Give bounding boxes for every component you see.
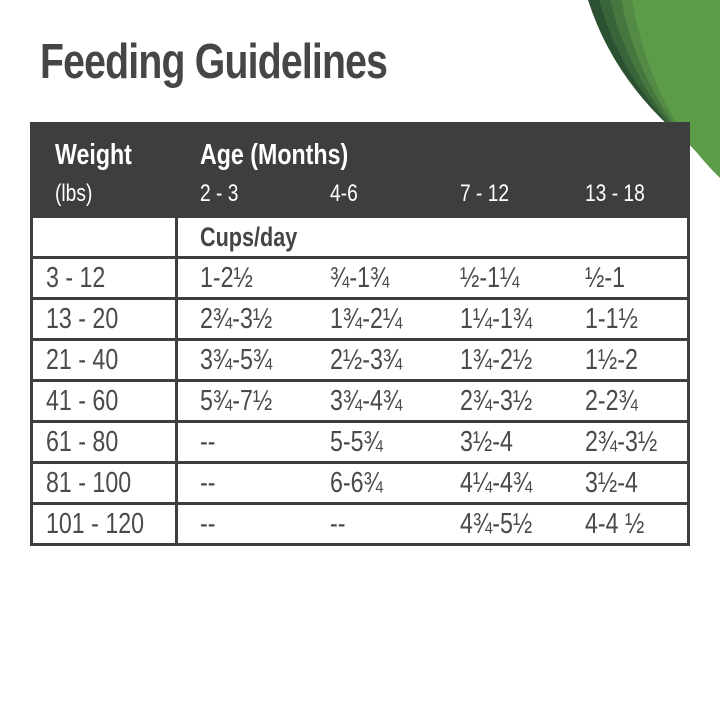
units-label: Cups/day — [200, 221, 298, 252]
value-cell: 3¾-5¾ — [200, 343, 273, 376]
value-cell: ½-1 — [585, 261, 625, 294]
weight-cell: 13 - 20 — [33, 300, 178, 338]
table-row: 41 - 60 5¾-7½ 3¾-4¾ 2¾-3½ 2-2¾ — [33, 379, 687, 420]
value-cell: 1-1½ — [585, 302, 638, 335]
weight-cell: 41 - 60 — [33, 382, 178, 420]
value-cell: 3¾-4¾ — [330, 384, 403, 417]
value-cell: ¾-1¾ — [330, 261, 390, 294]
age-column-7-12: 7 - 12 — [460, 180, 510, 207]
table-row: 81 - 100 -- 6-6¾ 4¼-4¾ 3½-4 — [33, 461, 687, 502]
value-cell: 4¼-4¾ — [460, 466, 533, 499]
age-column-4-6: 4-6 — [330, 180, 358, 207]
table-row: 21 - 40 3¾-5¾ 2½-3¾ 1¾-2½ 1½-2 — [33, 338, 687, 379]
value-cell: -- — [200, 425, 216, 458]
page-title-text: Feeding Guidelines — [40, 35, 388, 89]
age-months-header: Age (Months) — [200, 138, 349, 171]
value-cell: 1¼-1¾ — [460, 302, 533, 335]
weight-column-header: Weight — [55, 138, 132, 171]
weight-cell: 81 - 100 — [33, 464, 178, 502]
table-row: 3 - 12 1-2½ ¾-1¾ ½-1¼ ½-1 — [33, 256, 687, 297]
value-cell: 2½-3¾ — [330, 343, 403, 376]
page-title: Feeding Guidelines — [40, 34, 474, 90]
value-cell: 2-2¾ — [585, 384, 638, 417]
value-cell: -- — [330, 507, 346, 540]
table-row: 101 - 120 -- -- 4¾-5½ 4-4 ½ — [33, 502, 687, 543]
units-row-empty-cell — [33, 218, 178, 256]
feeding-guidelines-table: Weight Age (Months) (lbs) 2 - 3 4-6 7 - … — [30, 122, 690, 546]
weight-cell: 21 - 40 — [33, 341, 178, 379]
table-row: 61 - 80 -- 5-5¾ 3½-4 2¾-3½ — [33, 420, 687, 461]
value-cell: 6-6¾ — [330, 466, 383, 499]
age-column-2-3: 2 - 3 — [200, 180, 239, 207]
value-cell: ½-1¼ — [460, 261, 520, 294]
value-cell: -- — [200, 466, 216, 499]
value-cell: 1¾-2¼ — [330, 302, 403, 335]
value-cell: 2¾-3½ — [460, 384, 533, 417]
value-cell: 1-2½ — [200, 261, 253, 294]
units-row: Cups/day — [33, 218, 687, 256]
value-cell: 4-4 ½ — [585, 507, 645, 540]
value-cell: 1½-2 — [585, 343, 638, 376]
table-header-row-titles: Weight Age (Months) — [33, 125, 687, 180]
value-cell: -- — [200, 507, 216, 540]
weight-cell: 101 - 120 — [33, 505, 178, 543]
table-row: 13 - 20 2¾-3½ 1¾-2¼ 1¼-1¾ 1-1½ — [33, 297, 687, 338]
table-header: Weight Age (Months) (lbs) 2 - 3 4-6 7 - … — [33, 125, 687, 218]
weight-cell: 3 - 12 — [33, 259, 178, 297]
value-cell: 2¾-3½ — [200, 302, 273, 335]
table-header-row-columns: (lbs) 2 - 3 4-6 7 - 12 13 - 18 — [33, 180, 687, 218]
age-column-13-18: 13 - 18 — [585, 180, 645, 207]
value-cell: 1¾-2½ — [460, 343, 533, 376]
value-cell: 5-5¾ — [330, 425, 383, 458]
value-cell: 5¾-7½ — [200, 384, 273, 417]
value-cell: 3½-4 — [460, 425, 513, 458]
weight-cell: 61 - 80 — [33, 423, 178, 461]
value-cell: 2¾-3½ — [585, 425, 658, 458]
value-cell: 4¾-5½ — [460, 507, 533, 540]
weight-units-label: (lbs) — [55, 180, 93, 207]
value-cell: 3½-4 — [585, 466, 638, 499]
